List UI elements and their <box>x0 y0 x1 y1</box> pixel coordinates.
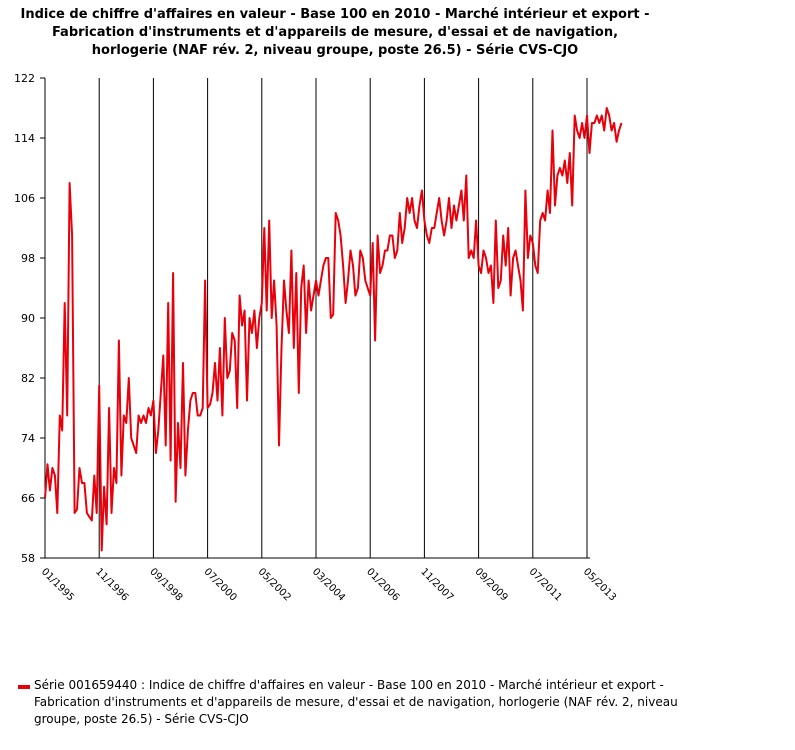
legend-entry-series: Série 001659440 : Indice de chiffre d'af… <box>34 678 678 726</box>
series-layer <box>44 107 623 552</box>
x-tick-label: 09/1998 <box>147 566 184 603</box>
x-tick-label: 03/2004 <box>310 566 347 603</box>
legend: Série 001659440 : Indice de chiffre d'af… <box>18 677 678 728</box>
y-tick-label: 82 <box>21 372 35 385</box>
x-tick-labels: 01/1995 11/1996 09/1998 07/2000 05/2002 03/20… <box>39 566 618 603</box>
x-tick-label: 11/2007 <box>418 566 455 603</box>
x-tick-label: 01/2006 <box>364 566 401 603</box>
x-tick-label: 05/2013 <box>581 566 618 603</box>
x-tick-label: 07/2000 <box>201 566 238 603</box>
chart-title: Indice de chiffre d'affaires en valeur -… <box>20 7 650 58</box>
gridlines <box>44 78 588 558</box>
y-tick-label: 122 <box>14 72 35 85</box>
y-tick-labels: 58 66 74 82 90 98 106 114 122 <box>14 72 35 565</box>
x-tick-label: 01/1995 <box>39 566 76 603</box>
x-tick-label: 07/2011 <box>527 566 564 603</box>
x-tick-label: 05/2002 <box>256 566 293 603</box>
y-tick-label: 66 <box>21 492 35 505</box>
legend-swatch <box>18 685 30 689</box>
x-tick-label: 11/1996 <box>93 566 130 603</box>
x-tick-label: 09/2009 <box>472 566 509 603</box>
y-tick-label: 74 <box>21 432 35 445</box>
y-tick-label: 98 <box>21 252 35 265</box>
y-tick-label: 114 <box>14 132 35 145</box>
series-line <box>44 107 623 552</box>
axes <box>40 77 590 559</box>
y-tick-label: 90 <box>21 312 35 325</box>
y-tick-label: 106 <box>14 192 35 205</box>
y-tick-label: 58 <box>21 552 35 565</box>
